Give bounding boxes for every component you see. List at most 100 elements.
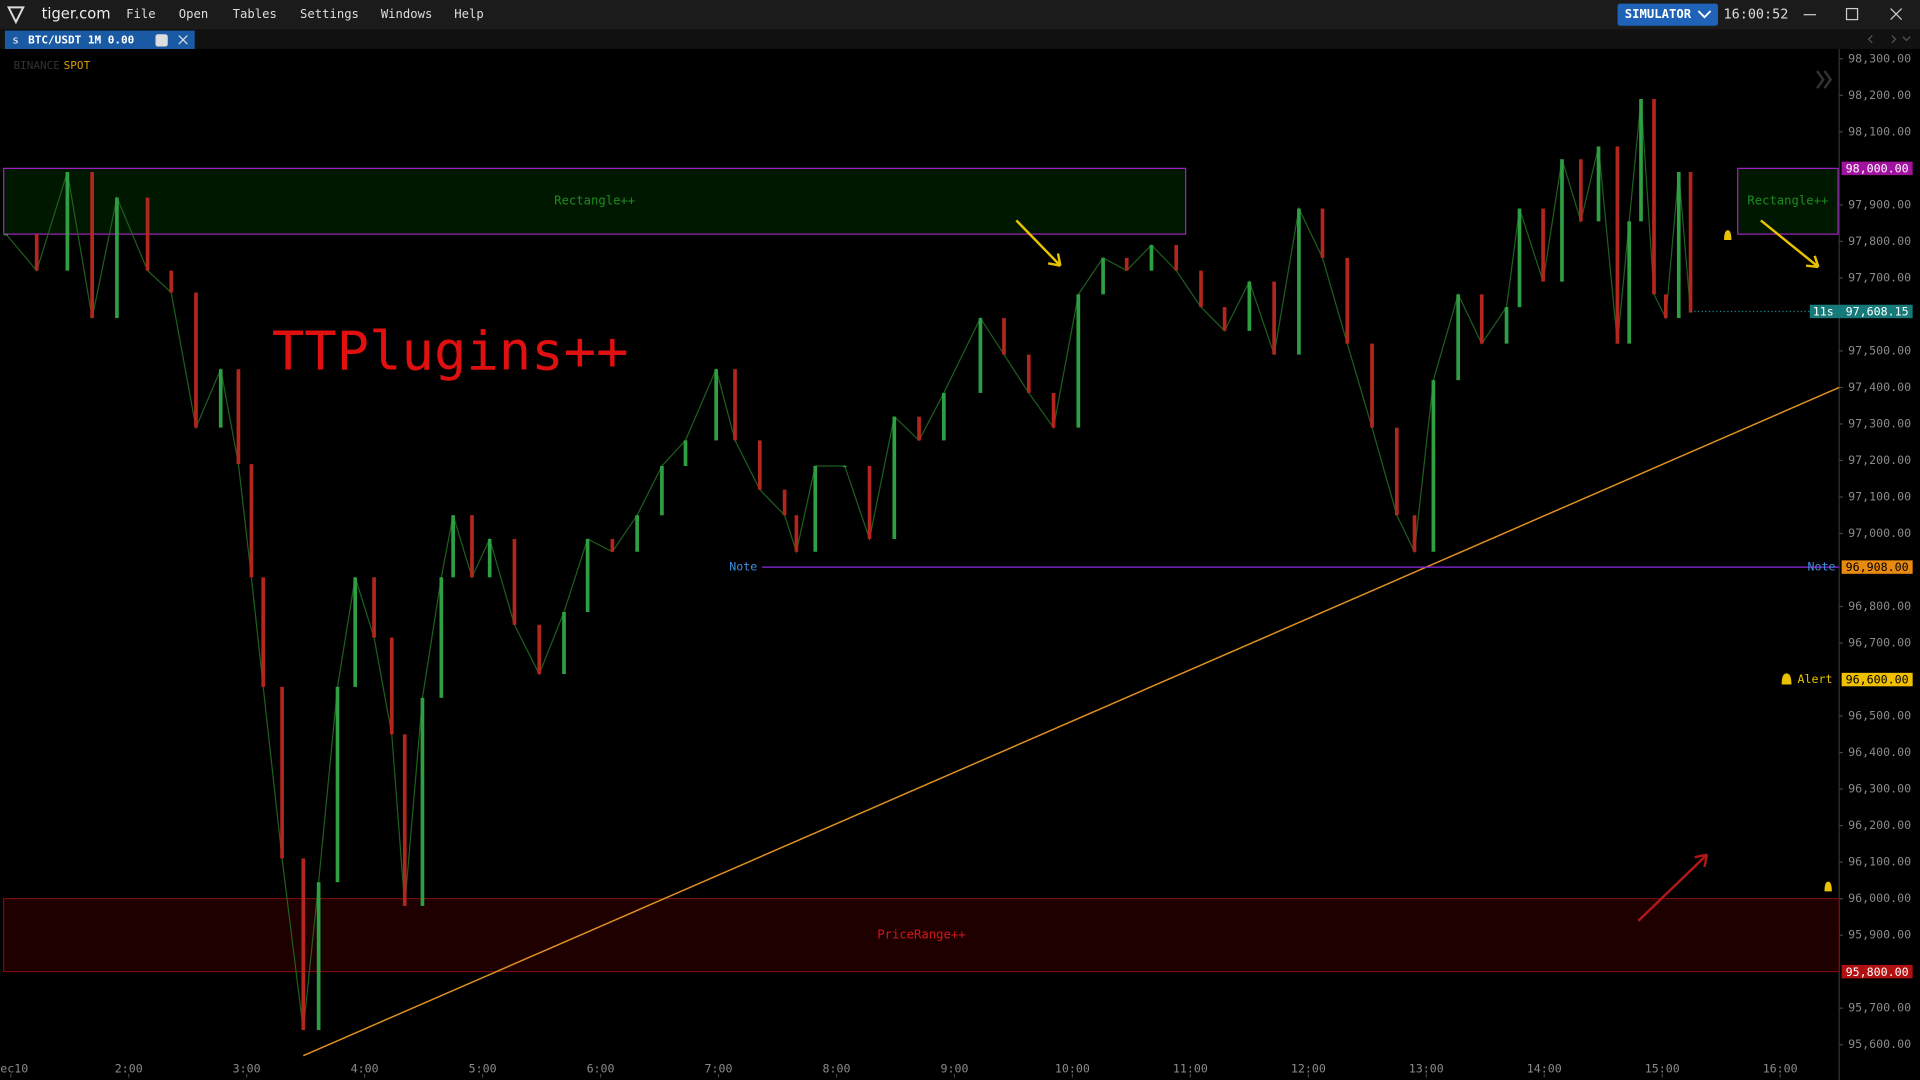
countdown: 11s	[1813, 305, 1834, 319]
window-controls[interactable]	[1803, 7, 1903, 21]
menu-item[interactable]: Settings	[300, 7, 359, 21]
x-tick-label: 8:00	[822, 1061, 850, 1075]
y-tick-label: 97,400.00	[1848, 380, 1911, 394]
candle	[1615, 146, 1620, 344]
candle	[1199, 270, 1203, 308]
bells	[1724, 230, 1832, 892]
menu-item[interactable]: Windows	[381, 7, 433, 21]
y-tick-label: 96,800.00	[1848, 599, 1911, 613]
candle	[1272, 281, 1276, 355]
x-tick-label: 9:00	[940, 1061, 968, 1075]
candle	[892, 416, 897, 539]
brand: tiger.com	[42, 6, 111, 23]
candle	[714, 369, 719, 441]
y-tick-label: 97,500.00	[1848, 343, 1911, 357]
candle	[65, 172, 70, 271]
y-tick-label: 96,700.00	[1848, 636, 1911, 650]
tab-bar	[0, 29, 1920, 49]
tab-close[interactable]	[178, 35, 188, 45]
candle	[1174, 245, 1179, 271]
exchange: BINANCE	[13, 59, 59, 72]
price-tag	[1841, 560, 1913, 574]
candle	[169, 270, 174, 293]
price-tag	[1809, 304, 1913, 319]
price-tag	[1841, 161, 1913, 176]
candle	[610, 538, 615, 552]
candle	[757, 440, 762, 490]
plot: 98,300.00 98,200.00 98,100.00 97,900.00 97,8…	[0, 51, 1913, 1078]
x-tick-label: 15:00	[1645, 1061, 1680, 1075]
y-tick-label: 96,100.00	[1848, 855, 1911, 869]
candle	[512, 538, 517, 625]
tab-nav[interactable]	[1867, 35, 1911, 44]
candle	[813, 465, 818, 552]
menu-bar	[0, 0, 1920, 30]
candle	[1026, 354, 1031, 393]
x-tick-label: 13:00	[1409, 1061, 1444, 1075]
x-tick-label: 16:00	[1763, 1061, 1798, 1075]
menu-item[interactable]: Tables	[233, 7, 277, 21]
y-tick-label: 97,200.00	[1848, 453, 1911, 467]
mode-label[interactable]: SIMULATOR	[1625, 7, 1692, 21]
x-tick-label: 6:00	[587, 1061, 615, 1075]
mode-button[interactable]	[1617, 3, 1718, 26]
candle	[1579, 159, 1583, 222]
candle	[4, 234, 8, 236]
candle	[585, 538, 590, 613]
candle	[635, 515, 639, 552]
x-tick-label: 3:00	[233, 1061, 261, 1075]
x-tick-label: 4:00	[351, 1061, 379, 1075]
x-tick-label: 14:00	[1527, 1061, 1562, 1075]
x-tick-label: 2:00	[115, 1061, 143, 1075]
rectangle	[1737, 167, 1839, 235]
menu-item[interactable]: Open	[179, 7, 208, 21]
tab-prefix: s	[12, 33, 19, 46]
price-tag	[1841, 672, 1913, 687]
candle	[1560, 159, 1564, 282]
menu-item[interactable]: Help	[454, 7, 483, 21]
candle	[145, 197, 150, 271]
candle	[978, 318, 983, 393]
candle	[1688, 172, 1693, 313]
candle	[316, 882, 321, 1031]
menu-item[interactable]: File	[126, 7, 155, 21]
candle	[782, 489, 787, 516]
candle	[1394, 427, 1399, 516]
candle	[733, 369, 737, 441]
alert-bell	[1781, 673, 1792, 685]
tab[interactable]	[4, 30, 195, 49]
candle	[867, 465, 872, 539]
candle	[1663, 294, 1668, 319]
candle	[261, 577, 266, 687]
x-tick-label: 10:00	[1055, 1061, 1090, 1075]
candle	[1076, 294, 1081, 428]
y-tick-label: 95,900.00	[1848, 928, 1911, 942]
arrows	[1015, 70, 1833, 922]
candle	[249, 464, 254, 578]
tab-edit-icon[interactable]	[155, 34, 168, 47]
y-tick-label: 97,000.00	[1848, 526, 1911, 540]
candle	[335, 686, 340, 883]
x-tick-label: 5:00	[469, 1061, 497, 1075]
logo	[6, 6, 25, 25]
x-tick-label: Dec10	[0, 1061, 28, 1075]
candle	[1517, 208, 1522, 308]
y-tick-label: 96,400.00	[1848, 745, 1911, 759]
y-tick-label: 97,100.00	[1848, 489, 1911, 503]
clock: 16:00:52	[1724, 8, 1789, 23]
candle	[1541, 208, 1545, 282]
price-tag-label: 96,600.00	[1846, 673, 1909, 687]
candle	[1652, 99, 1656, 295]
y-tick-label: 98,100.00	[1848, 124, 1911, 138]
candle	[1639, 99, 1643, 222]
candle	[1412, 515, 1417, 552]
mode-caret	[1697, 10, 1712, 19]
tab-label[interactable]: BTC/USDT 1M 0.00	[28, 33, 134, 46]
candle	[1676, 172, 1681, 319]
candle	[1627, 221, 1632, 344]
y-tick-label: 95,700.00	[1848, 1001, 1911, 1015]
y-tick-label: 98,200.00	[1848, 88, 1911, 102]
candle	[1149, 245, 1154, 271]
candle	[1101, 257, 1105, 295]
